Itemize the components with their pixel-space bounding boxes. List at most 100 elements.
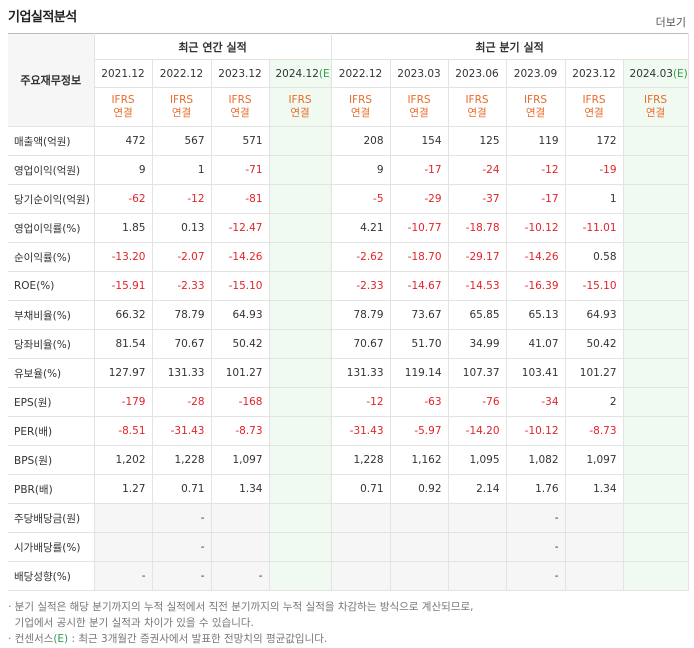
- table-cell: -15.10: [565, 271, 624, 301]
- row-label: PBR(배): [8, 474, 95, 504]
- table-cell: [565, 561, 624, 591]
- table-cell: 64.93: [211, 300, 270, 330]
- table-cell: -18.70: [390, 242, 449, 272]
- table-cell: -12.47: [211, 213, 270, 243]
- table-cell: [211, 503, 270, 533]
- table-cell: 1,095: [448, 445, 507, 475]
- table-cell: -: [94, 561, 153, 591]
- table-cell: 119: [506, 126, 566, 156]
- footnote-3: · 컨센서스(E) : 최근 3개월간 증권사에서 발표한 전망치의 평균값입니…: [8, 633, 328, 645]
- table-row: 순이익률(%) -13.20 -2.07 -14.26 -2.62 -18.70 -29.1…: [8, 242, 689, 272]
- table-row: EPS(원) -179 -28 -168 -12 -63 -76 -34 2: [8, 387, 689, 417]
- table-cell: 70.67: [331, 329, 391, 359]
- table-row: 부채비율(%) 66.32 78.79 64.93 78.79 73.67 65.85 65.…: [8, 300, 689, 330]
- table-cell: 34.99: [448, 329, 507, 359]
- table-cell: 1.76: [506, 474, 566, 504]
- table-cell: -2.33: [331, 271, 391, 301]
- table-cell: [623, 184, 689, 214]
- table-cell: [623, 387, 689, 417]
- table-cell: -29.17: [448, 242, 507, 272]
- table-cell: -13.20: [94, 242, 153, 272]
- table-cell: 1.85: [94, 213, 153, 243]
- table-cell: [331, 561, 391, 591]
- row-label: 매출액(억원): [8, 126, 95, 156]
- accounting-standard-header: IFRS 연결: [623, 87, 689, 127]
- table-cell: [623, 503, 689, 533]
- table-cell: [94, 503, 153, 533]
- table-cell: -12: [152, 184, 212, 214]
- table-cell: [269, 387, 332, 417]
- period-header: 2021.12: [94, 59, 153, 88]
- table-cell: -11.01: [565, 213, 624, 243]
- table-cell: -10.12: [506, 213, 566, 243]
- table-cell: [390, 561, 449, 591]
- row-label: 시가배당률(%): [8, 532, 95, 562]
- table-cell: [390, 532, 449, 562]
- table-cell: 65.13: [506, 300, 566, 330]
- table-cell: [623, 155, 689, 185]
- table-cell: 1,202: [94, 445, 153, 475]
- footnotes: · 분기 실적은 해당 분기까지의 누적 실적에서 직전 분기까지의 누적 실적…: [8, 599, 473, 647]
- table-cell: 1,162: [390, 445, 449, 475]
- table-cell: -81: [211, 184, 270, 214]
- table-row: PER(배) -8.51 -31.43 -8.73 -31.43 -5.97 -14.20-…: [8, 416, 689, 446]
- table-cell: -: [211, 561, 270, 591]
- quarter-group-header: 최근 분기 실적: [331, 33, 689, 60]
- table-cell: -168: [211, 387, 270, 417]
- table-cell: 1,097: [565, 445, 624, 475]
- table-cell: -17: [390, 155, 449, 185]
- table-cell: 1,082: [506, 445, 566, 475]
- table-cell: -14.26: [211, 242, 270, 272]
- period-header: 2023.09: [506, 59, 566, 88]
- table-cell: 4.21: [331, 213, 391, 243]
- annual-group-header: 최근 연간 실적: [94, 33, 332, 60]
- table-cell: 0.58: [565, 242, 624, 272]
- table-cell: 50.42: [211, 329, 270, 359]
- table-cell: [269, 474, 332, 504]
- table-cell: 0.13: [152, 213, 212, 243]
- more-link[interactable]: 더보기: [655, 16, 686, 29]
- row-label: 영업이익(억원): [8, 155, 95, 185]
- table-cell: -12: [331, 387, 391, 417]
- row-label: 당기순이익(억원): [8, 184, 95, 214]
- table-cell: 1.34: [565, 474, 624, 504]
- table-row: 매출액(억원) 472 567 571 208 154 125 119 172: [8, 126, 689, 156]
- table-cell: [623, 416, 689, 446]
- table-row: ROE(%) -15.91 -2.33 -15.10 -2.33 -14.67 -14.53…: [8, 271, 689, 301]
- table-cell: [623, 358, 689, 388]
- period-header: 2023.03: [390, 59, 449, 88]
- table-row: 시가배당률(%) - -: [8, 532, 689, 562]
- table-row: 당좌비율(%) 81.54 70.67 50.42 70.67 51.70 34.99 41.…: [8, 329, 689, 359]
- table-cell: 571: [211, 126, 270, 156]
- table-cell: 472: [94, 126, 153, 156]
- table-cell: -8.73: [565, 416, 624, 446]
- table-cell: [94, 532, 153, 562]
- table-cell: -34: [506, 387, 566, 417]
- table-cell: [269, 242, 332, 272]
- row-label: 주당배당금(원): [8, 503, 95, 533]
- table-cell: 1,228: [152, 445, 212, 475]
- row-label-header: 주요재무정보: [8, 33, 95, 127]
- table-row: 영업이익(억원) 9 1 -71 9 -17 -24 -12 -19: [8, 155, 689, 185]
- table-cell: -62: [94, 184, 153, 214]
- table-row: BPS(원) 1,202 1,228 1,097 1,228 1,162 1,095 1,08…: [8, 445, 689, 475]
- period-header: 2023.12: [565, 59, 624, 88]
- table-cell: -37: [448, 184, 507, 214]
- table-cell: [448, 561, 507, 591]
- table-cell: -15.91: [94, 271, 153, 301]
- table-cell: [448, 503, 507, 533]
- table-cell: -14.67: [390, 271, 449, 301]
- period-header: 2024.12(E): [269, 59, 332, 88]
- table-cell: -24: [448, 155, 507, 185]
- table-cell: -76: [448, 387, 507, 417]
- table-cell: -28: [152, 387, 212, 417]
- table-cell: 78.79: [331, 300, 391, 330]
- table-cell: -17: [506, 184, 566, 214]
- table-cell: 78.79: [152, 300, 212, 330]
- table-cell: -2.07: [152, 242, 212, 272]
- table-cell: 65.85: [448, 300, 507, 330]
- table-cell: -2.33: [152, 271, 212, 301]
- row-label: EPS(원): [8, 387, 95, 417]
- table-cell: -: [506, 532, 566, 562]
- table-cell: -: [152, 503, 212, 533]
